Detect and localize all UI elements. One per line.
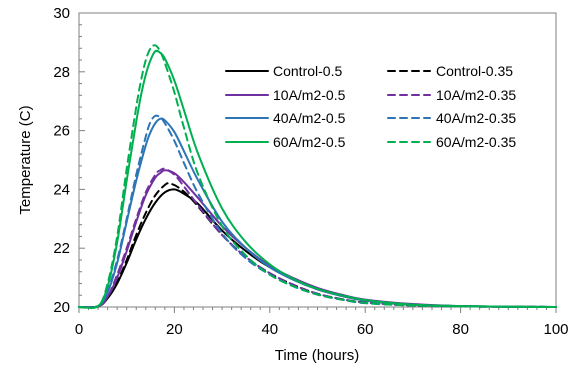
- series-lines: [79, 45, 556, 308]
- y-tick-label: 20: [53, 299, 70, 316]
- x-tick-label: 100: [543, 321, 568, 338]
- y-axis-tick-labels: 20 22 24 26 28 30: [53, 5, 70, 316]
- legend-label-60a-m2-0-5: 60A/m2-0.5: [273, 134, 346, 150]
- x-tick-label: 80: [452, 321, 469, 338]
- legend-label-control-0-5: Control-0.5: [273, 63, 342, 79]
- y-tick-label: 30: [53, 5, 70, 22]
- x-tick-label: 20: [166, 321, 183, 338]
- legend-label-10a-m2-0-5: 10A/m2-0.5: [273, 87, 346, 103]
- x-axis-tick-labels: 0 20 40 60 80 100: [75, 321, 569, 338]
- plot-area-frame: [79, 13, 556, 307]
- series-line-10a-m2-0-35: [79, 169, 556, 308]
- legend-label-40a-m2-0-5: 40A/m2-0.5: [273, 110, 346, 126]
- x-tick-label: 0: [75, 321, 83, 338]
- x-tick-label: 40: [261, 321, 278, 338]
- y-tick-label: 24: [53, 181, 70, 198]
- x-tick-label: 60: [357, 321, 374, 338]
- y-tick-label: 28: [53, 64, 70, 81]
- y-tick-label: 22: [53, 240, 70, 257]
- x-axis-title: Time (hours): [275, 347, 359, 364]
- series-line-10a-m2-0-5: [79, 170, 556, 307]
- legend-label-control-0-35: Control-0.35: [436, 63, 513, 79]
- legend-label-40a-m2-0-35: 40A/m2-0.35: [436, 110, 516, 126]
- legend: Control-0.5 Control-0.35 10A/m2-0.5 10A/m2-…: [226, 63, 516, 150]
- y-axis-title: Temperature (C): [17, 105, 34, 214]
- legend-label-60a-m2-0-35: 60A/m2-0.35: [436, 134, 516, 150]
- y-tick-label: 26: [53, 123, 70, 140]
- series-line-60a-m2-0-35: [79, 45, 556, 308]
- legend-label-10a-m2-0-35: 10A/m2-0.35: [436, 87, 516, 103]
